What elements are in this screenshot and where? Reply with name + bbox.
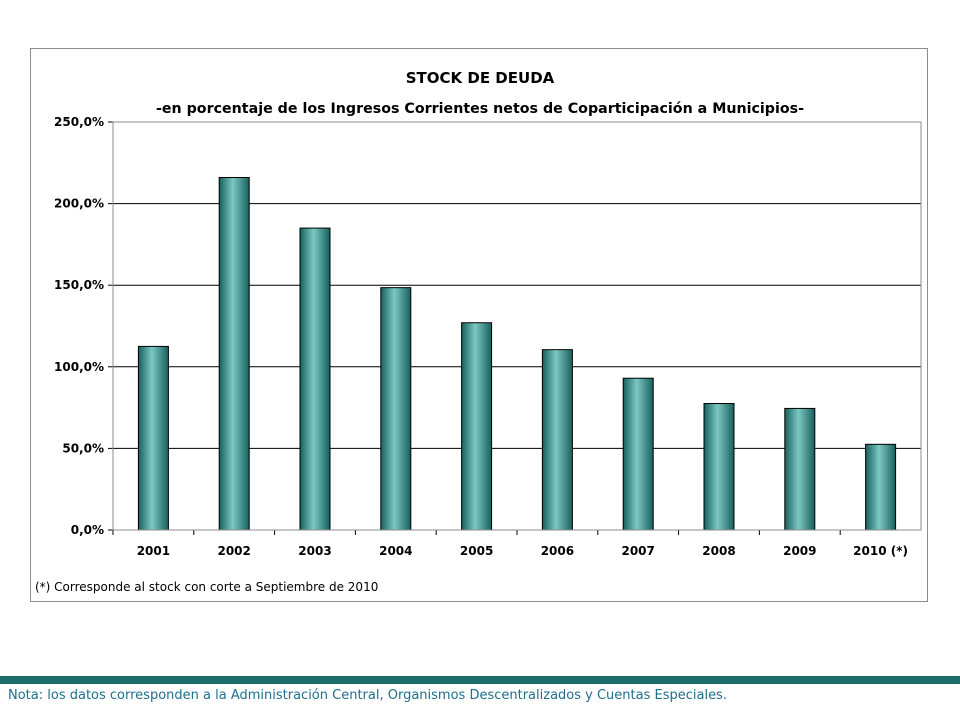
x-tick-label: 2008 [702, 544, 735, 558]
chart-footnote: (*) Corresponde al stock con corte a Sep… [35, 580, 378, 594]
chart-subtitle: -en porcentaje de los Ingresos Corriente… [156, 101, 804, 117]
x-tick-label: 2009 [783, 544, 816, 558]
plot-area [112, 121, 922, 531]
chart-frame: STOCK DE DEUDA -en porcentaje de los Ing… [30, 48, 928, 602]
bar [461, 322, 493, 531]
footer-note: Nota: los datos corresponden a la Admini… [8, 688, 727, 703]
x-tick-label: 2006 [541, 544, 574, 558]
y-tick-label: 250,0% [54, 115, 104, 129]
x-tick-label: 2004 [379, 544, 412, 558]
x-tick-label: 2003 [298, 544, 331, 558]
bottom-accent-bar [0, 676, 960, 684]
x-tick-label: 2007 [621, 544, 654, 558]
chart-svg: STOCK DE DEUDA -en porcentaje de los Ing… [35, 69, 922, 594]
x-tick-label: 2001 [137, 544, 170, 558]
x-tick-label: 2002 [217, 544, 250, 558]
bar [541, 349, 573, 531]
x-tick-label: 2005 [460, 544, 493, 558]
bar [622, 377, 654, 531]
bar [865, 443, 897, 531]
bar [299, 227, 331, 531]
y-tick-label: 0,0% [71, 523, 104, 537]
bar [703, 403, 735, 531]
x-tick-label: 2010 (*) [853, 544, 908, 558]
y-tick-label: 200,0% [54, 197, 104, 211]
bar [218, 176, 250, 531]
chart-title: STOCK DE DEUDA [406, 69, 555, 87]
bars [137, 176, 897, 531]
x-axis-tick-labels: 2001 2002 2003 2004 2005 2006 2007 2008 2009 2010… [112, 530, 908, 558]
y-axis-tick-labels: 0,0% 50,0% 100,0% 150,0% 200,0% 250,0% [54, 115, 104, 537]
y-tick-label: 150,0% [54, 278, 104, 292]
y-tick-label: 50,0% [62, 441, 104, 455]
bar [784, 407, 816, 531]
bar [380, 287, 412, 531]
bar [137, 345, 169, 531]
y-tick-label: 100,0% [54, 360, 104, 374]
